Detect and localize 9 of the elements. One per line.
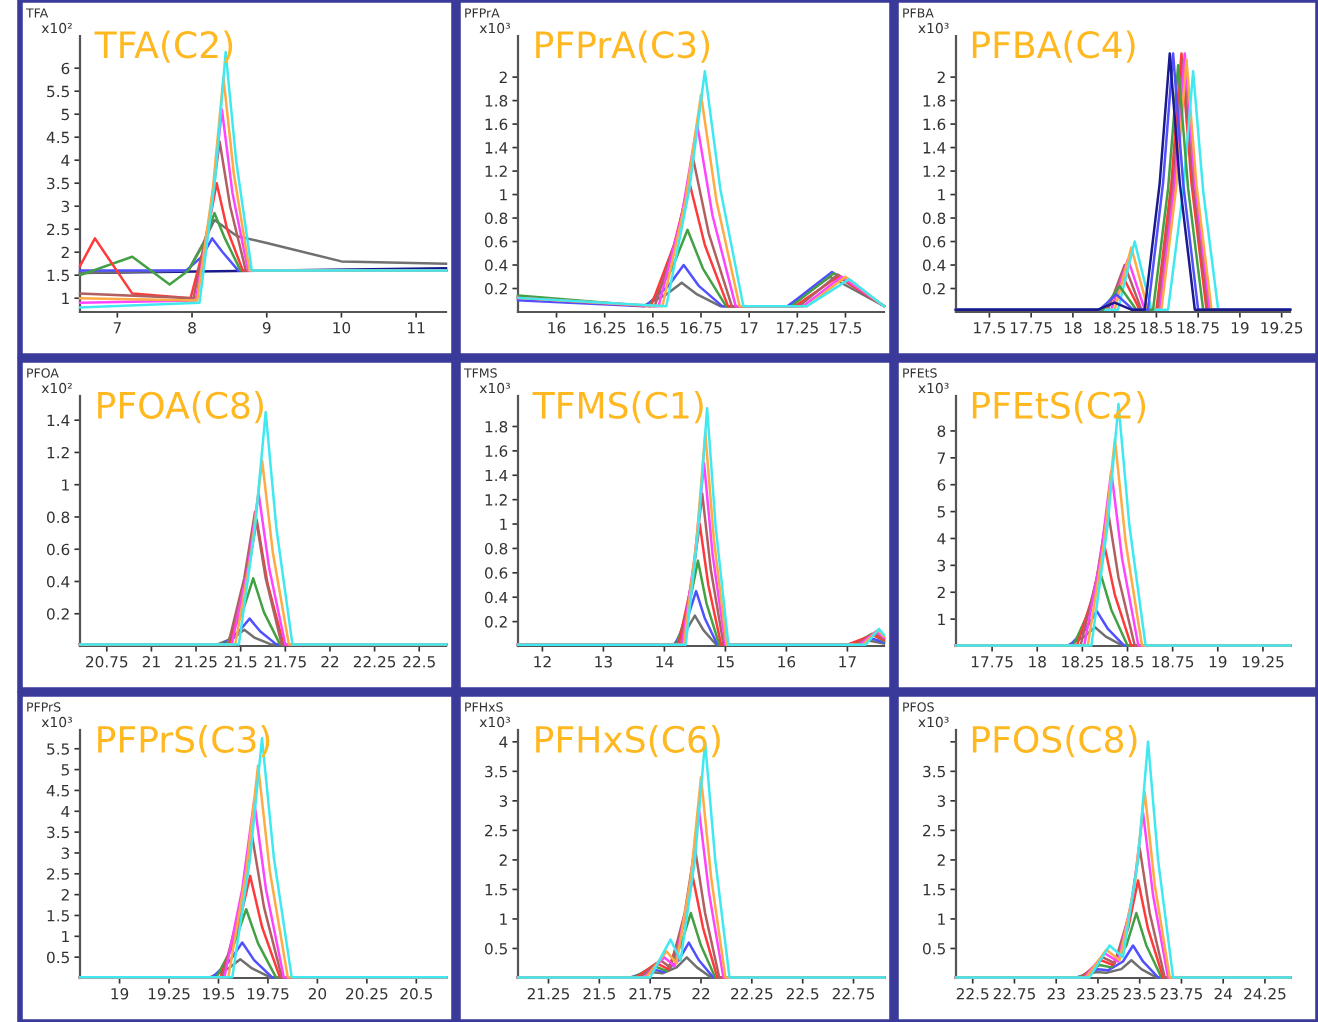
chart-title: TFA(C2) bbox=[94, 30, 233, 63]
chart-title: PFPrS(C3) bbox=[98, 725, 270, 758]
chart-title: TFMS(C1) bbox=[532, 391, 703, 424]
chart-title: PFOA(C8) bbox=[98, 391, 263, 424]
chart-title: PFPrA(C3) bbox=[536, 30, 710, 63]
chart-title: PFBA(C4) bbox=[972, 30, 1135, 63]
chart-title: PFEtS(C2) bbox=[972, 391, 1146, 424]
chart-title: PFHxS(C6) bbox=[536, 725, 720, 758]
chart-title: PFOS(C8) bbox=[972, 725, 1137, 758]
